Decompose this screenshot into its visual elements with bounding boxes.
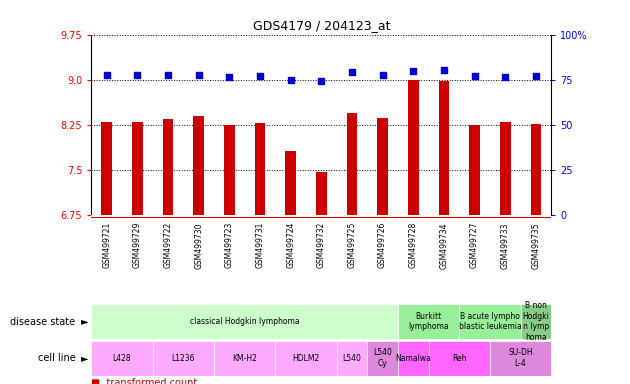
Bar	[255, 123, 265, 215]
Point	[469, 73, 479, 79]
Text: GSM499735: GSM499735	[532, 222, 541, 268]
Title: GDS4179 / 204123_at: GDS4179 / 204123_at	[253, 19, 390, 32]
Bar	[490, 341, 551, 376]
Bar	[224, 125, 235, 215]
Point	[316, 78, 326, 84]
Text: HDLM2: HDLM2	[292, 354, 319, 362]
Text: L540
Cy: L540 Cy	[373, 348, 392, 368]
Point	[377, 73, 387, 79]
Text: GSM499730: GSM499730	[194, 222, 203, 268]
Bar	[163, 119, 173, 215]
Text: GSM499727: GSM499727	[470, 222, 479, 268]
Bar	[428, 341, 490, 376]
Text: GSM499725: GSM499725	[348, 222, 357, 268]
Text: GSM499729: GSM499729	[133, 222, 142, 268]
Text: L540: L540	[343, 354, 362, 362]
Text: GSM499732: GSM499732	[317, 222, 326, 268]
Point	[500, 74, 510, 80]
Text: B acute lympho
blastic leukemia: B acute lympho blastic leukemia	[459, 312, 521, 331]
Bar	[214, 341, 275, 376]
Text: Reh: Reh	[452, 354, 467, 362]
Bar	[91, 341, 152, 376]
Text: L1236: L1236	[171, 354, 195, 362]
Text: GSM499733: GSM499733	[501, 222, 510, 268]
Bar	[275, 341, 336, 376]
Bar	[469, 125, 480, 215]
Point	[531, 73, 541, 79]
Bar	[398, 304, 459, 339]
Text: GSM499728: GSM499728	[409, 222, 418, 268]
Bar	[500, 122, 511, 215]
Text: cell line: cell line	[38, 353, 76, 363]
Bar	[336, 341, 367, 376]
Text: GSM499731: GSM499731	[256, 222, 265, 268]
Bar	[520, 304, 551, 339]
Bar	[459, 304, 520, 339]
Bar	[367, 341, 398, 376]
Point	[408, 68, 418, 74]
Text: GSM499722: GSM499722	[164, 222, 173, 268]
Bar	[193, 116, 204, 215]
Text: L428: L428	[113, 354, 131, 362]
Text: ►: ►	[81, 316, 88, 327]
Bar	[438, 81, 449, 215]
Bar	[132, 122, 143, 215]
Point	[193, 73, 203, 79]
Bar	[152, 341, 214, 376]
Bar	[377, 118, 388, 215]
Point	[439, 67, 449, 73]
Bar	[346, 113, 357, 215]
Text: GSM499721: GSM499721	[102, 222, 111, 268]
Bar	[101, 122, 112, 215]
Text: GSM499734: GSM499734	[440, 222, 449, 268]
Point	[285, 77, 295, 83]
Text: ►: ►	[81, 353, 88, 363]
Text: ■  transformed count: ■ transformed count	[91, 378, 198, 384]
Bar	[408, 80, 419, 215]
Point	[101, 73, 112, 79]
Text: Namalwa: Namalwa	[396, 354, 431, 362]
Text: SU-DH
L-4: SU-DH L-4	[508, 348, 533, 368]
Text: classical Hodgkin lymphoma: classical Hodgkin lymphoma	[190, 317, 299, 326]
Point	[255, 73, 265, 79]
Text: disease state: disease state	[11, 316, 76, 327]
Text: B non
Hodgki
n lymp
homa: B non Hodgki n lymp homa	[522, 301, 549, 342]
Point	[347, 70, 357, 76]
Bar	[530, 124, 541, 215]
Point	[163, 72, 173, 78]
Text: GSM499723: GSM499723	[225, 222, 234, 268]
Text: GSM499724: GSM499724	[286, 222, 295, 268]
Point	[132, 73, 142, 79]
Text: KM-H2: KM-H2	[232, 354, 257, 362]
Bar	[91, 304, 398, 339]
Bar	[316, 172, 327, 215]
Text: GSM499726: GSM499726	[378, 222, 387, 268]
Bar	[398, 341, 428, 376]
Bar	[285, 151, 296, 215]
Text: Burkitt
lymphoma: Burkitt lymphoma	[408, 312, 449, 331]
Point	[224, 74, 234, 80]
